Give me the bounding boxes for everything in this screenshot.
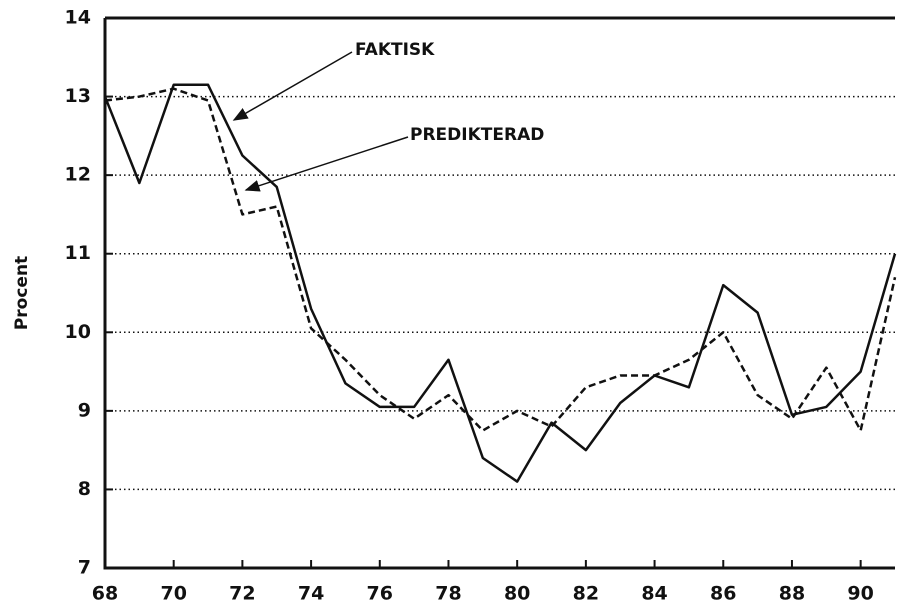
x-tick-label: 80: [504, 583, 530, 605]
plot-frame: [103, 16, 895, 570]
x-tick-label: 86: [710, 583, 736, 605]
annotation: PREDIKTERAD: [410, 125, 544, 145]
x-tick-label: 76: [367, 583, 393, 605]
y-tick-label: 10: [65, 321, 91, 343]
annotation-arrow: [232, 51, 353, 121]
y-tick-label: 13: [65, 85, 91, 107]
annotation-arrow: [244, 136, 409, 192]
y-tick-label: 11: [65, 242, 91, 264]
x-tick-label: 68: [92, 583, 118, 605]
x-tick-label: 90: [847, 583, 873, 605]
y-tick-label: 9: [78, 399, 91, 421]
y-tick-label: 7: [78, 557, 91, 579]
x-tick-label: 84: [641, 583, 667, 605]
y-tick-label: 14: [65, 7, 91, 29]
y-tick-label: 8: [78, 478, 91, 500]
y-tick-label: 12: [65, 164, 91, 186]
x-tick-label: 72: [229, 583, 255, 605]
x-tick-label: 78: [435, 583, 461, 605]
x-tick-label: 82: [573, 583, 599, 605]
line-series: [103, 83, 897, 483]
y-axis-label: Procent: [12, 256, 32, 330]
x-tick-label: 88: [779, 583, 805, 605]
annotation: FAKTISK: [355, 40, 435, 60]
x-tick-label: 74: [298, 583, 324, 605]
x-tick-label: 70: [160, 583, 186, 605]
